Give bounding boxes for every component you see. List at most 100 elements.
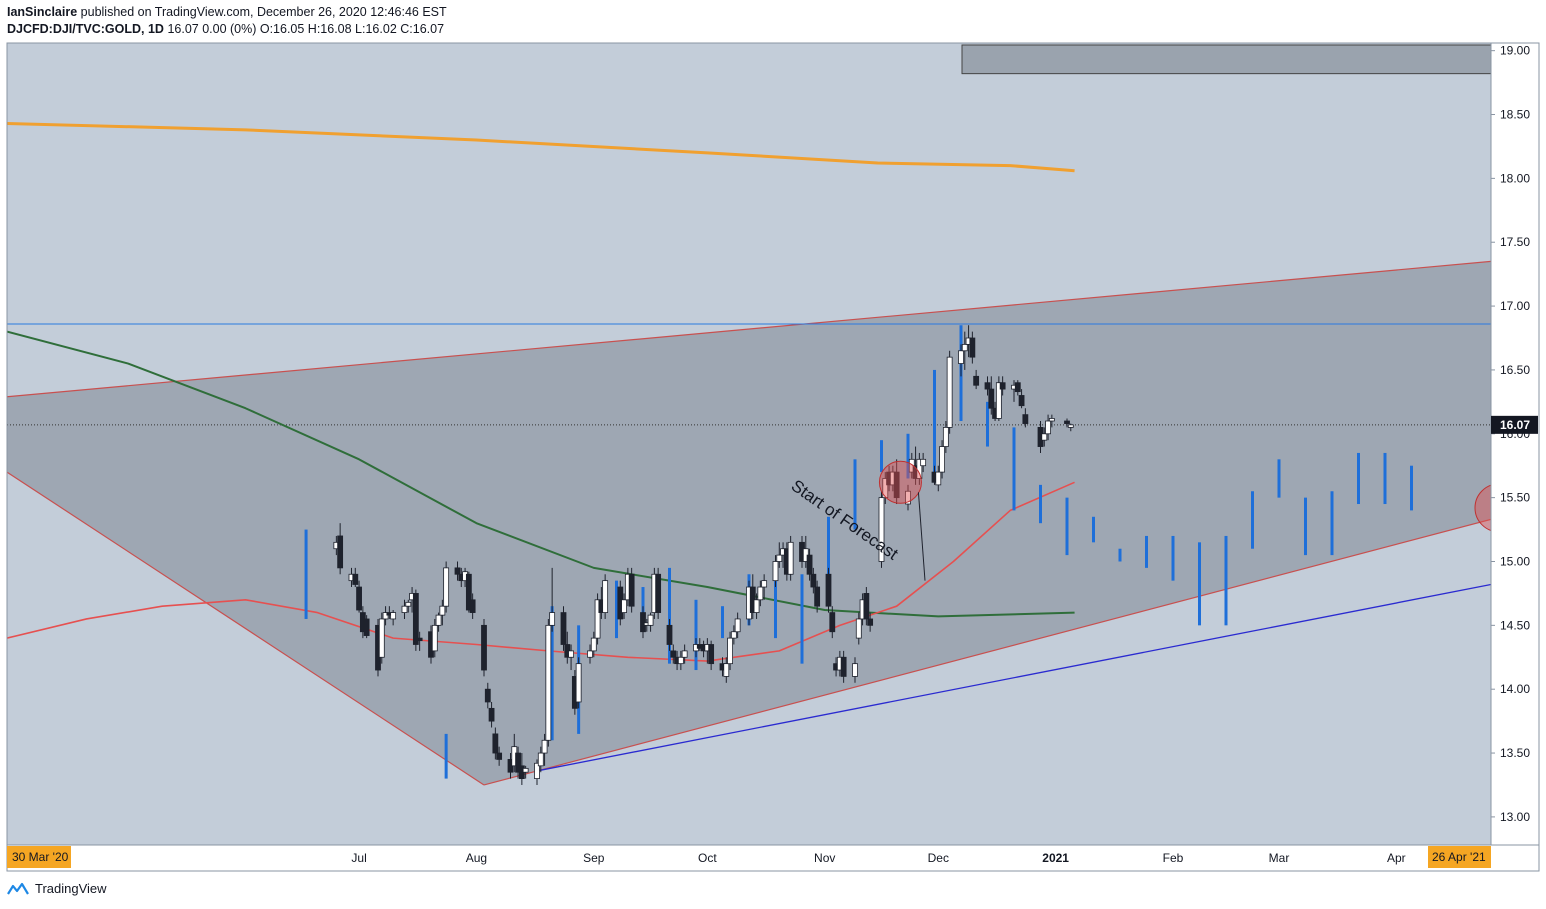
- candle-body: [443, 567, 450, 607]
- tradingview-logo-icon[interactable]: [7, 882, 29, 896]
- candle: [878, 491, 885, 568]
- y-tick-label: 19.00: [1500, 44, 1530, 58]
- x-axis[interactable]: Jul Aug Sep Oct Nov Dec 2021 Feb Mar Apr 30 Mar '2…: [7, 846, 1491, 868]
- forecast-bar: [1118, 548, 1122, 562]
- y-tick-label: 15.50: [1500, 491, 1530, 505]
- candle-body: [988, 388, 995, 409]
- candle: [416, 631, 423, 651]
- candle: [935, 465, 942, 492]
- candle-body: [401, 605, 408, 613]
- candle-body: [1064, 420, 1070, 424]
- candle: [534, 759, 540, 785]
- y-tick-label: 15.00: [1500, 554, 1530, 568]
- candle-body: [753, 599, 760, 613]
- candle-body: [537, 752, 544, 767]
- forecast-bar: [1357, 452, 1360, 505]
- candle-body: [587, 650, 593, 658]
- candle-body: [1014, 382, 1021, 393]
- ma-line-orange: [7, 121, 1075, 173]
- candle-body: [594, 599, 601, 639]
- annotation-pointer-line: [917, 492, 926, 581]
- candle-body: [655, 573, 662, 613]
- x-tick-label: Aug: [466, 851, 487, 865]
- candle: [753, 593, 760, 619]
- candle: [647, 612, 654, 632]
- forecast-bar: [774, 580, 777, 639]
- forecast-bar: [906, 433, 910, 479]
- forecast-bar: [1171, 535, 1175, 581]
- candle: [621, 593, 627, 619]
- chart-header: IanSinclaire published on TradingView.co…: [7, 4, 447, 38]
- candle-body: [946, 356, 953, 428]
- candle: [602, 574, 609, 619]
- y-axis-background: [1490, 42, 1540, 846]
- candle-body: [730, 631, 737, 639]
- candle-body: [454, 567, 461, 575]
- x-range-end-label: 26 Apr '21: [1432, 850, 1486, 864]
- candle: [882, 472, 889, 505]
- candle: [670, 644, 677, 664]
- candle-body: [378, 618, 385, 658]
- candle: [390, 610, 397, 626]
- forecast-bar: [1330, 491, 1334, 556]
- forecast-bar: [1383, 452, 1387, 505]
- candle-body: [1022, 414, 1029, 424]
- x-tick-label: Sep: [583, 851, 605, 865]
- candle: [1022, 408, 1029, 428]
- forecast-bar: [1092, 516, 1095, 543]
- candles: [333, 325, 1074, 785]
- candle-body: [435, 614, 442, 626]
- candle: [465, 571, 472, 613]
- candle: [1064, 418, 1070, 428]
- channel-upper-line: [7, 260, 1491, 398]
- candle: [806, 548, 813, 581]
- x-tick-label: Apr: [1387, 851, 1406, 865]
- candle: [496, 746, 503, 766]
- candle: [814, 580, 821, 613]
- y-axis[interactable]: 19.0018.5018.0017.5017.0016.5016.0015.50…: [1491, 44, 1538, 824]
- candle: [443, 561, 450, 613]
- candle: [920, 452, 927, 473]
- candle: [723, 657, 730, 683]
- forecast-bar: [694, 599, 698, 671]
- forecast-bar: [1410, 465, 1413, 511]
- candle: [549, 567, 556, 632]
- candle-body: [621, 599, 627, 613]
- x-axis-background: [6, 844, 1540, 872]
- x-tick-label: Jul: [351, 851, 366, 865]
- forecast-bar: [1145, 535, 1148, 568]
- candle: [905, 484, 911, 511]
- candle-body: [647, 614, 654, 626]
- candle-body: [878, 497, 885, 562]
- candle-body: [863, 593, 870, 620]
- candle-body: [852, 663, 858, 677]
- candle: [488, 701, 495, 728]
- candle-body: [935, 471, 942, 486]
- forecast-bar: [615, 580, 618, 639]
- candle: [988, 376, 995, 415]
- candle-body: [681, 650, 688, 658]
- x-tick-label: Nov: [814, 851, 835, 865]
- candle: [1045, 414, 1051, 441]
- forecast-bar: [1065, 497, 1069, 556]
- candle: [356, 580, 362, 613]
- candle-body: [905, 490, 911, 505]
- channel-lower-line: [483, 518, 1491, 786]
- candle-body: [541, 739, 548, 754]
- x-tick-label: Oct: [698, 851, 717, 865]
- forecast-bar: [1012, 427, 1016, 511]
- candle: [412, 589, 419, 651]
- candle: [628, 567, 635, 613]
- candle-body: [855, 618, 862, 639]
- candle-body: [727, 637, 733, 665]
- candle-body: [484, 688, 491, 703]
- candle-body: [825, 573, 832, 607]
- candle-body: [772, 561, 779, 582]
- brand-name[interactable]: TradingView: [35, 881, 107, 896]
- candle: [776, 542, 783, 568]
- author-name[interactable]: IanSinclaire: [7, 5, 78, 19]
- candle: [708, 640, 715, 671]
- candle: [772, 555, 779, 588]
- candle-body: [356, 586, 362, 611]
